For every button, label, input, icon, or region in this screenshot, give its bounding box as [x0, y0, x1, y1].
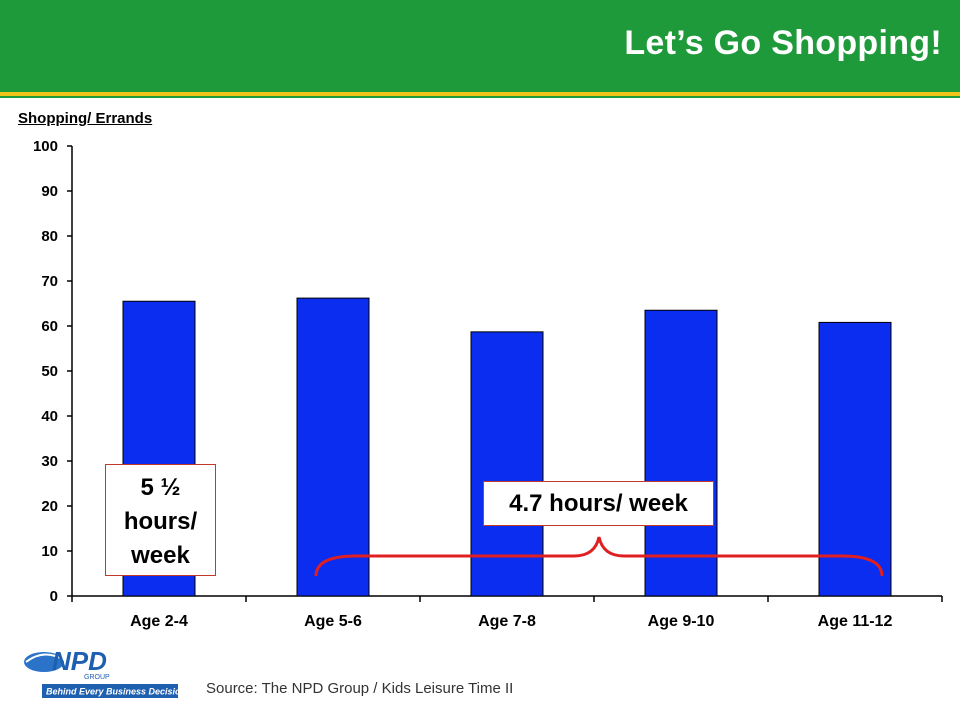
callout-left-line3: week [131, 542, 190, 569]
npd-logo: NPD GROUP Behind Every Business Decision [22, 646, 187, 702]
chart-bars [122, 297, 892, 597]
callout-left-line1: 5 ½ [140, 474, 181, 501]
x-tick-label: Age 5-6 [304, 613, 362, 630]
y-tick-label: 70 [41, 273, 58, 290]
x-tick-label: Age 7-8 [478, 613, 536, 630]
y-tick-label: 90 [41, 183, 58, 200]
brace-path [314, 536, 884, 577]
y-tick-label: 40 [41, 408, 58, 425]
chart-title: Shopping/ Errands [18, 110, 153, 127]
bar [470, 331, 544, 597]
y-tick-label: 20 [41, 498, 58, 515]
y-tick-label: 60 [41, 318, 58, 335]
y-tick-label: 0 [50, 588, 58, 605]
y-tick-label: 10 [41, 543, 58, 560]
callout-age-5-12: 4.7 hours/ week [483, 481, 714, 526]
svg-text:Behind Every Business Decision: Behind Every Business Decision [46, 687, 182, 697]
y-tick-label: 30 [41, 453, 58, 470]
svg-text:GROUP: GROUP [84, 674, 110, 681]
callout-age-2-4: 5 ½ hours/ week [105, 464, 216, 576]
x-tick-label: Age 11-12 [818, 613, 893, 630]
bar [296, 297, 370, 597]
x-tick-label: Age 9-10 [648, 613, 715, 630]
callout-left-line2: hours/ [123, 508, 198, 535]
npd-logo-icon: NPD GROUP Behind Every Business Decision [24, 646, 187, 698]
x-tick-label: Age 2-4 [130, 613, 188, 630]
source-note: Source: The NPD Group / Kids Leisure Tim… [206, 680, 514, 697]
bar [818, 321, 892, 597]
page-title: Let’s Go Shopping! [624, 24, 942, 62]
svg-text:NPD: NPD [52, 646, 107, 676]
header-bar [0, 0, 960, 92]
bar [644, 309, 718, 597]
header-divider-line [0, 96, 960, 98]
brace-annotation [314, 536, 884, 577]
y-tick-label: 100 [33, 138, 58, 155]
y-tick-label: 50 [41, 363, 58, 380]
y-tick-label: 80 [41, 228, 58, 245]
header-accent-line [0, 92, 960, 96]
